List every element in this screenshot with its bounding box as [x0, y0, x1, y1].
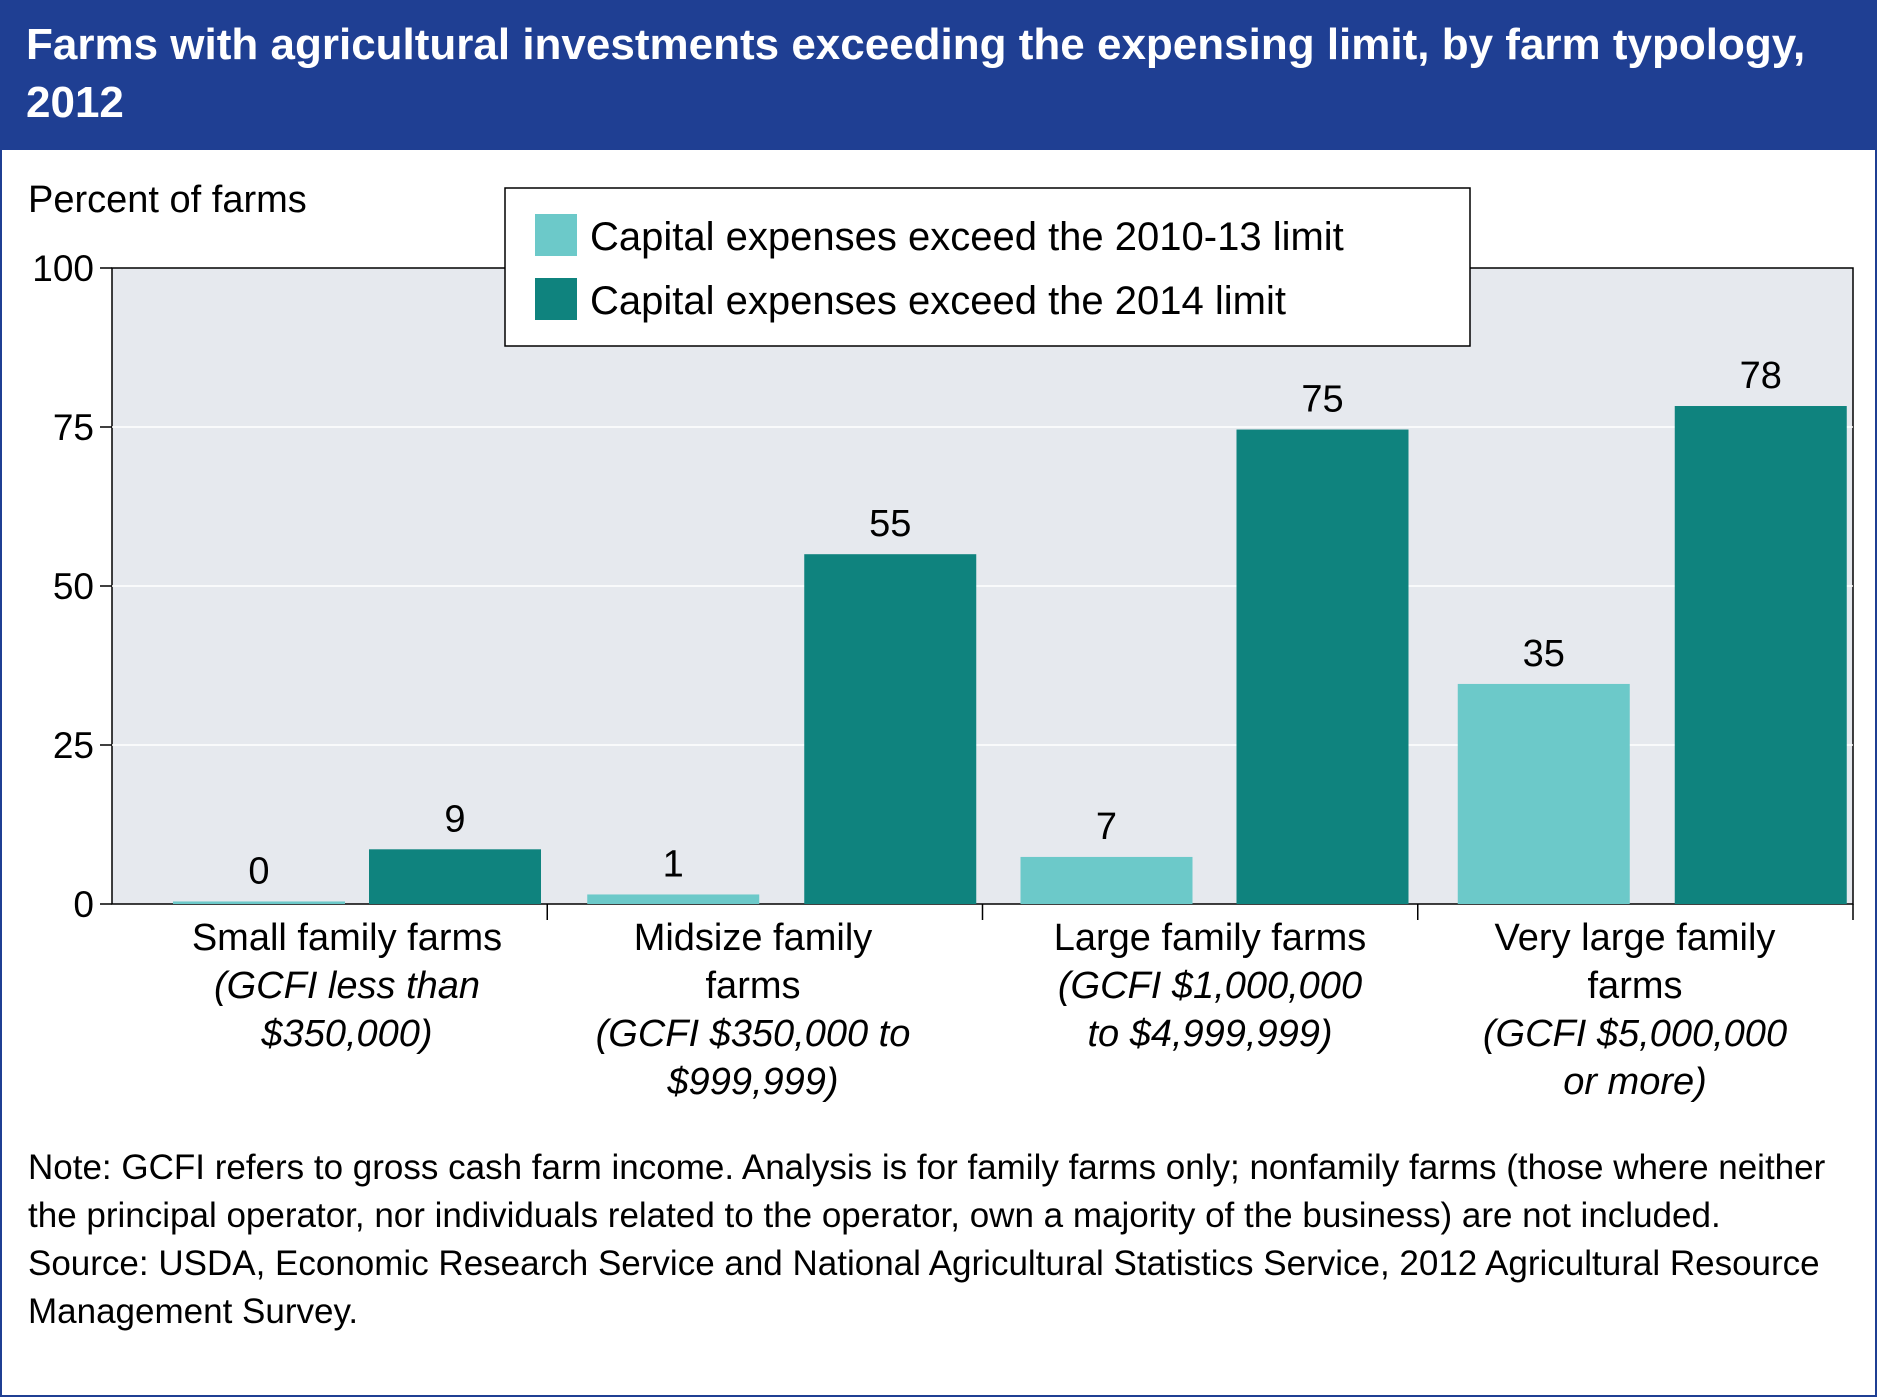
data-label: 9 [444, 798, 465, 840]
y-tick-label: 0 [73, 884, 94, 925]
data-label: 7 [1096, 806, 1117, 848]
data-label: 78 [1740, 355, 1782, 397]
chart-title: Farms with agricultural investments exce… [2, 2, 1875, 150]
bar [173, 901, 345, 904]
bar [369, 849, 541, 904]
bar [1674, 406, 1847, 904]
x-category-label: Midsize family farms (GCFI $350,000 to $999… [596, 917, 911, 1103]
y-axis-label: Percent of farms [28, 179, 307, 221]
note-text: Note: GCFI refers to gross cash farm inc… [28, 1148, 1826, 1235]
y-tick-label: 50 [53, 566, 94, 607]
notes-block: Note: GCFI refers to gross cash farm inc… [28, 1144, 1858, 1336]
bar [1020, 856, 1193, 904]
legend-swatch [535, 214, 577, 256]
bar [1457, 683, 1630, 904]
x-category-label: Small family farms (GCFI less than $350,00… [192, 917, 502, 1055]
source-text: Source: USDA, Economic Research Service … [28, 1244, 1820, 1331]
x-category-label: Large family farms (GCFI $1,000,000 to $4,… [1054, 917, 1367, 1055]
legend-box [504, 187, 1471, 347]
data-label: 55 [869, 503, 911, 545]
legend-label: Capital expenses exceed the 2014 limit [590, 279, 1286, 323]
bar [804, 554, 977, 904]
data-label: 75 [1301, 379, 1343, 421]
bar [1236, 429, 1409, 904]
bar [587, 894, 760, 904]
y-tick-label: 25 [53, 725, 94, 766]
legend-label: Capital expenses exceed the 2010-13 limi… [590, 215, 1344, 259]
y-tick-label: 75 [53, 407, 94, 448]
legend-swatch [535, 278, 577, 320]
data-label: 35 [1523, 633, 1565, 675]
data-label: 0 [248, 850, 269, 892]
x-category-label: Very large family farms (GCFI $5,000,000 or… [1483, 917, 1787, 1103]
data-label: 1 [663, 843, 684, 885]
y-tick-label: 100 [32, 248, 94, 289]
